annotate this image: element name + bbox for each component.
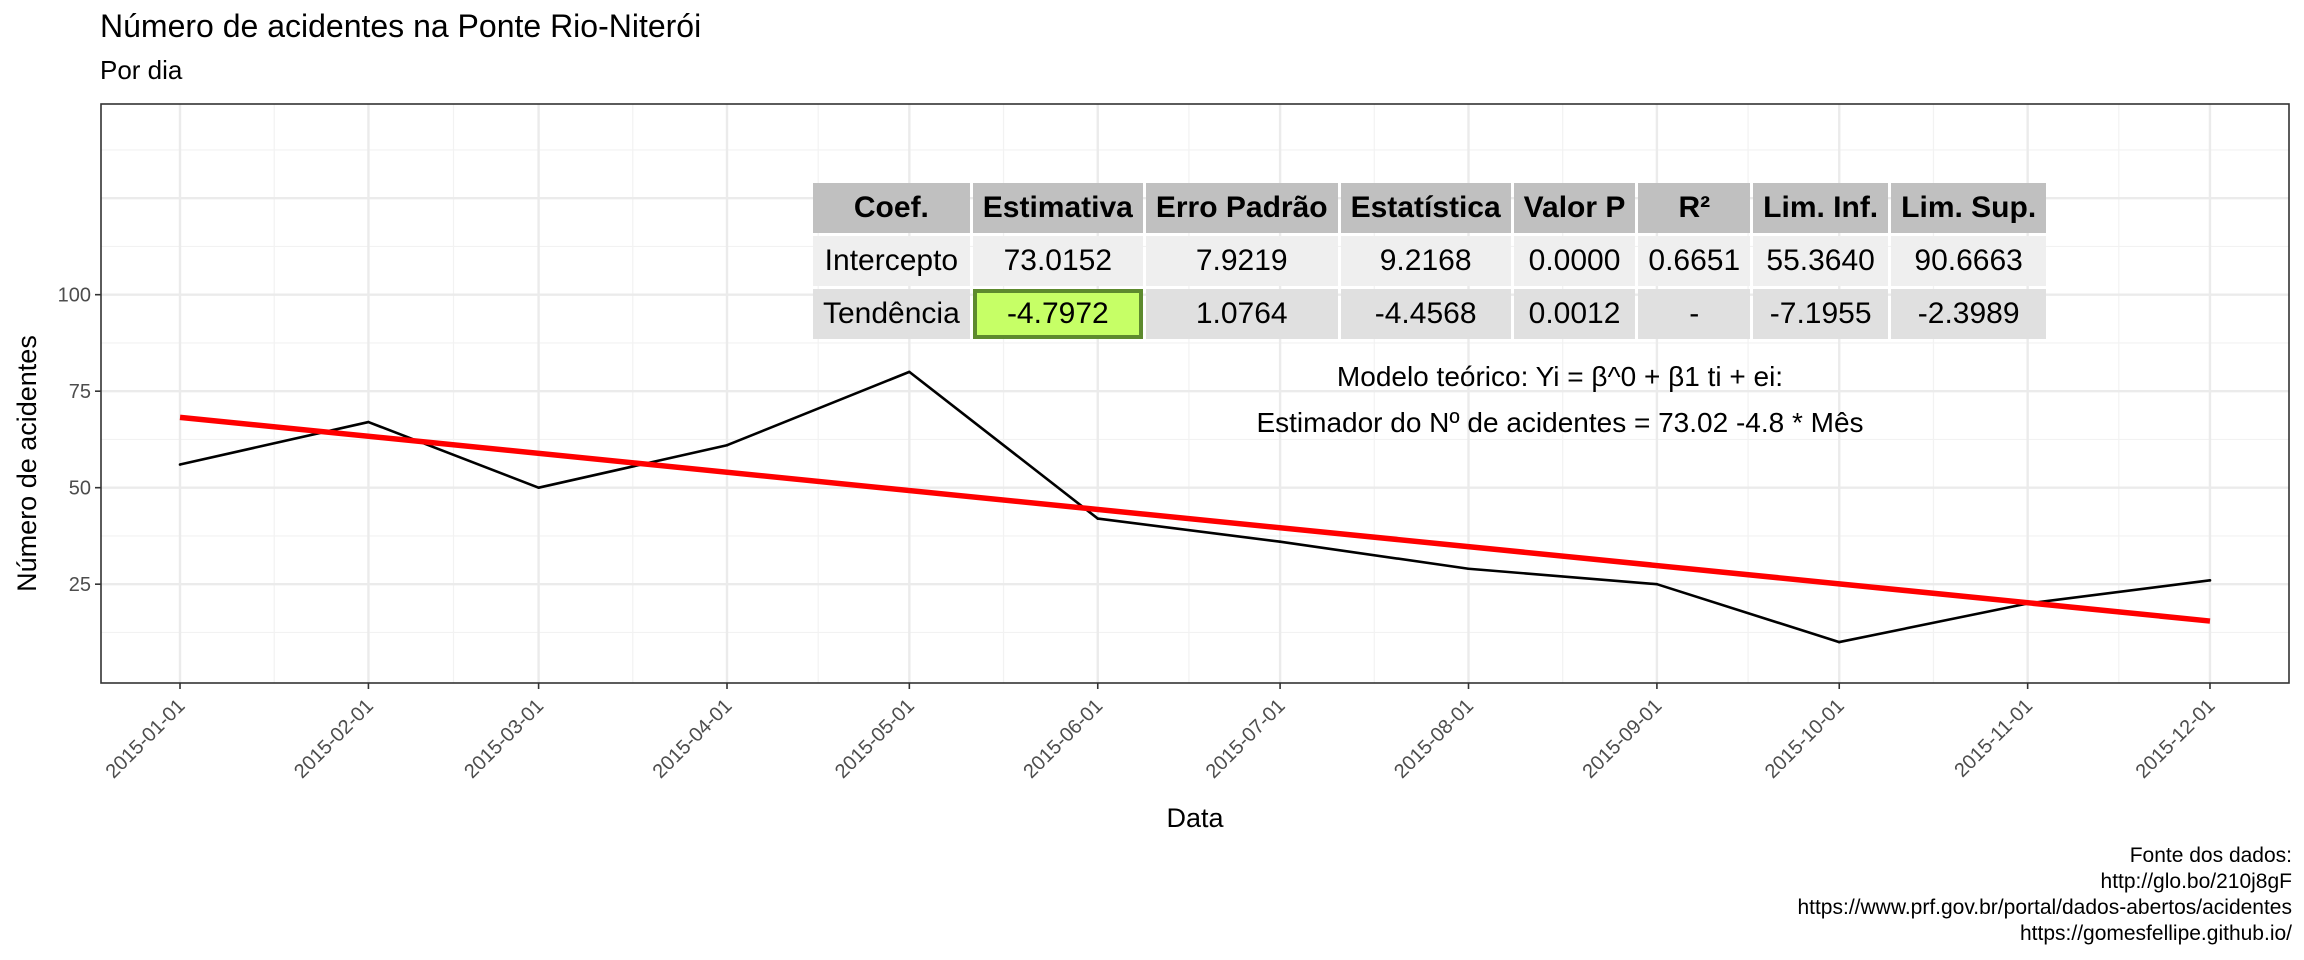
data-point [1467,567,1470,571]
table-cell: 9.2168 [1340,236,1511,286]
table-cell: - [1638,289,1751,339]
table-header: Coef. [813,183,970,233]
table-cell: -2.3989 [1891,289,2047,339]
table-header: Lim. Inf. [1753,183,1889,233]
data-point [537,486,540,489]
x-tick-label: 2015-01-01 [102,695,190,783]
x-tick-label: 2015-08-01 [1390,695,1478,783]
table-header: R² [1638,183,1751,233]
accidents-series-line [179,370,2211,644]
data-point [725,443,729,447]
x-tick-label: 2015-10-01 [1761,695,1849,783]
table-cell: 0.6651 [1638,236,1751,286]
data-point [178,463,182,466]
table-cell: 7.9219 [1145,236,1338,286]
table-row: Intercepto 73.0152 7.9219 9.2168 0.0000 … [813,236,2047,286]
trend-line [179,414,2211,624]
table-cell: 55.3640 [1753,236,1889,286]
y-axis-title: Número de acidentes [12,335,42,592]
y-tick-label: 25 [69,574,91,596]
caption-line: https://gomesfellipe.github.io/ [2020,922,2292,945]
data-point [1837,640,1841,644]
x-tick-label: 2015-12-01 [2132,695,2220,783]
table-row: Tendência -4.7972 1.0764 -4.4568 0.0012 … [813,289,2047,339]
x-tick-label: 2015-09-01 [1579,695,1667,783]
data-point [1096,517,1100,520]
x-tick-label: 2015-05-01 [831,695,919,783]
y-tick-label: 75 [69,381,91,403]
table-cell: 0.0000 [1513,236,1636,286]
table-cell: 73.0152 [972,236,1143,286]
table-header-row: Coef. Estimativa Erro Padrão Estatística… [813,183,2047,233]
chart-title: Número de acidentes na Ponte Rio-Niterói [100,8,702,44]
chart-subtitle: Por dia [100,55,183,85]
x-tick-label: 2015-02-01 [290,695,378,783]
table-header: Estimativa [972,183,1143,233]
x-tick-label: 2015-11-01 [1950,695,2037,782]
x-tick-label: 2015-03-01 [460,695,548,783]
x-tick-label: 2015-07-01 [1202,695,1290,783]
data-point [908,370,911,374]
data-source-caption: Fonte dos dados: http://glo.bo/210j8gF h… [1797,843,2292,947]
caption-line: http://glo.bo/210j8gF [2100,870,2292,893]
table-cell: 1.0764 [1145,289,1338,339]
coefficient-table: Coef. Estimativa Erro Padrão Estatística… [810,180,2049,342]
data-point [1655,582,1659,586]
table-cell: Tendência [813,289,970,339]
caption-line: Fonte dos dados: [2129,844,2292,867]
x-tick-label: 2015-04-01 [649,695,737,783]
table-cell: 0.0012 [1513,289,1636,339]
highlighted-estimate-cell: -4.7972 [972,289,1143,339]
table-header: Erro Padrão [1145,183,1338,233]
data-point [367,420,370,424]
x-axis-title: Data [1166,803,1224,833]
table-cell: -4.4568 [1340,289,1511,339]
plot-border [100,103,2290,684]
table-cell: 90.6663 [1891,236,2047,286]
caption-line: https://www.prf.gov.br/portal/dados-aber… [1797,896,2292,919]
table-header: Lim. Sup. [1891,183,2047,233]
table-header: Estatística [1340,183,1511,233]
table-header: Valor P [1513,183,1636,233]
data-point [1278,540,1282,544]
model-formula: Modelo teórico: Yi = β^0 + β1 ti + ei: [1336,361,1784,392]
model-annotation: Modelo teórico: Yi = β^0 + β1 ti + ei: E… [1256,354,1863,446]
table-cell: Intercepto [813,236,970,286]
model-estimator: Estimador do Nº de acidentes = 73.02 -4.… [1256,407,1864,438]
x-tick-label: 2015-06-01 [1019,695,1107,783]
y-tick-label: 50 [69,478,91,500]
data-point [2208,579,2212,582]
table-cell: -7.1955 [1753,289,1889,339]
y-tick-label: 100 [58,285,91,307]
